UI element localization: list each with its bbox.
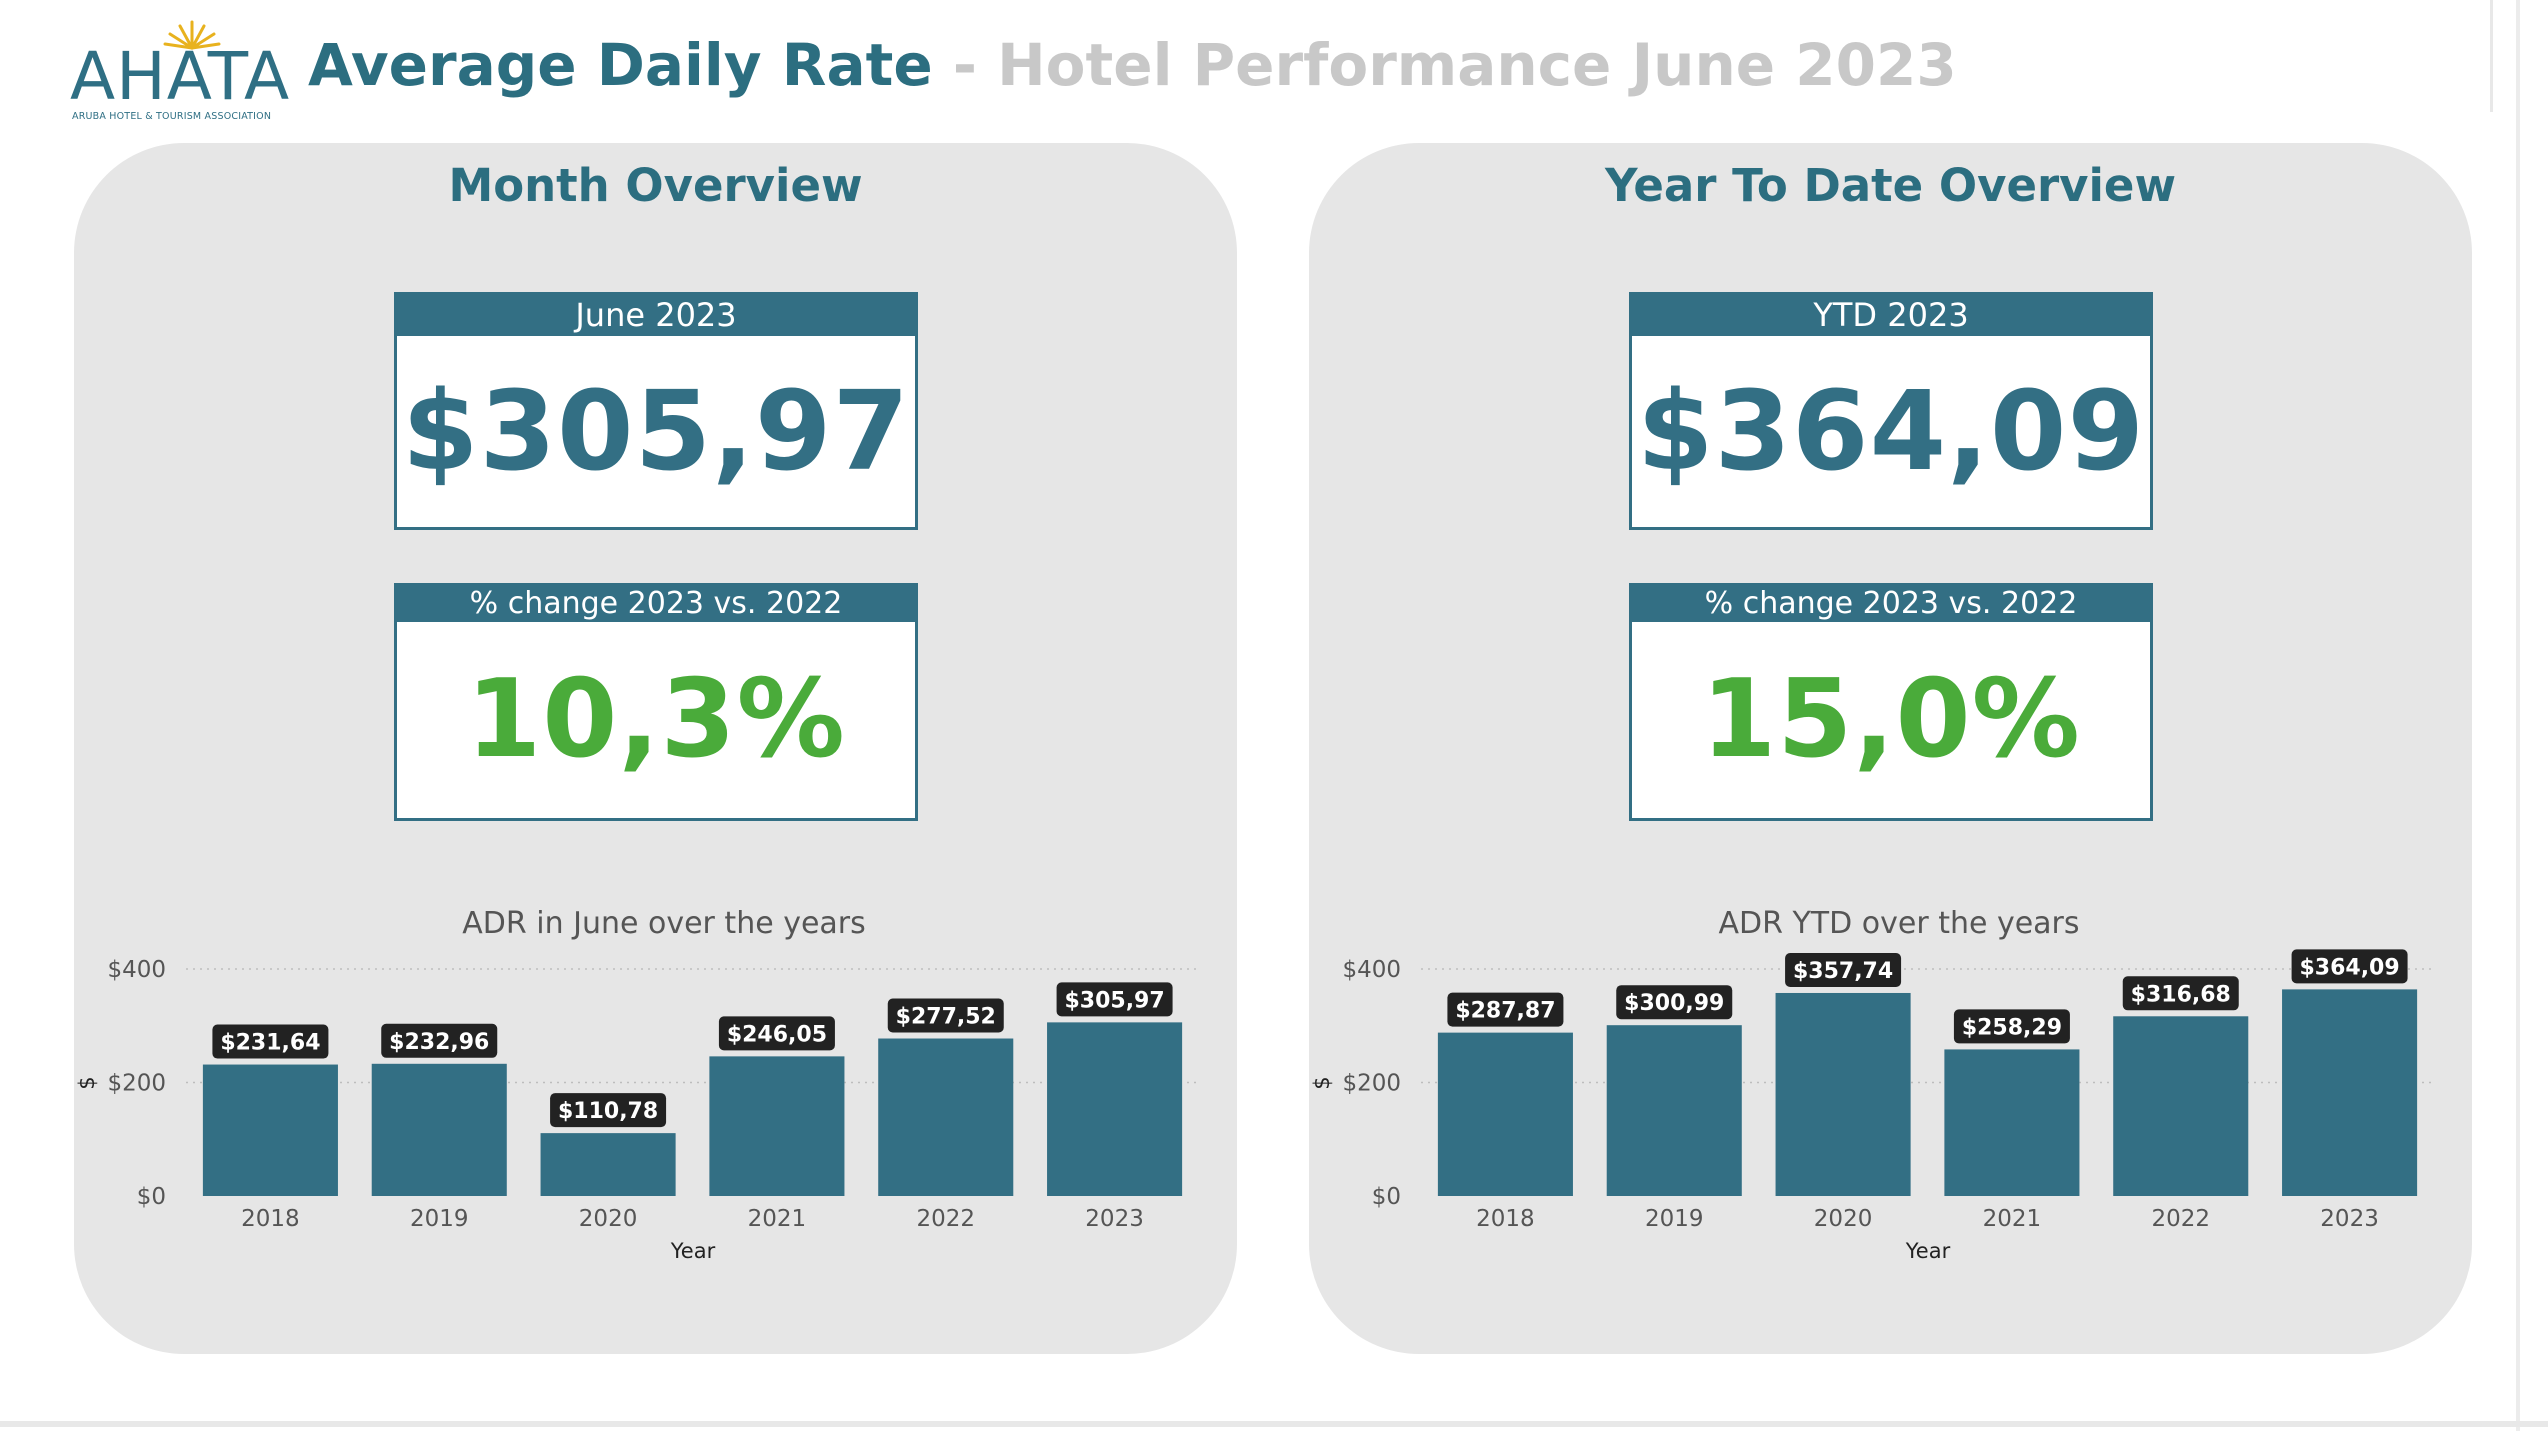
x-axis-label: Year	[1905, 1239, 1951, 1263]
bar	[2113, 1016, 2249, 1196]
bar	[1944, 1049, 2080, 1196]
y-tick-label: $200	[1342, 1071, 1401, 1097]
y-axis-label: $	[75, 1076, 99, 1089]
card-header: June 2023	[397, 295, 915, 336]
data-label-bg	[1785, 952, 1902, 987]
panel-title: Month Overview	[448, 159, 863, 212]
chart-title: ADR in June over the years	[462, 906, 866, 941]
bar	[540, 1133, 676, 1196]
panel-title: Year To Date Overview	[1604, 159, 2177, 212]
month-overview-panel: Month Overview June 2023 $305,97 % chang…	[74, 143, 1237, 1354]
data-label-bg	[381, 1023, 498, 1058]
x-tick-label: 2019	[410, 1206, 469, 1232]
x-tick-label: 2020	[579, 1206, 638, 1232]
data-label: $305,97	[1064, 988, 1164, 1013]
y-tick-label: $400	[107, 957, 166, 983]
data-label: $287,87	[1455, 999, 1555, 1024]
y-tick-label: $400	[1342, 957, 1401, 983]
card-header: % change 2023 vs. 2022	[397, 586, 915, 622]
ytd-overview-panel: Year To Date Overview YTD 2023 $364,09 %…	[1309, 143, 2472, 1354]
x-tick-label: 2022	[916, 1206, 975, 1232]
data-label-bg	[550, 1093, 667, 1128]
x-tick-label: 2018	[241, 1206, 300, 1232]
card-header: % change 2023 vs. 2022	[1632, 586, 2150, 622]
card-value: $364,09	[1636, 367, 2145, 495]
card-value: 15,0%	[1701, 657, 2081, 782]
card-header: YTD 2023	[1632, 295, 2150, 336]
ytd-change-card[interactable]: % change 2023 vs. 2022 15,0%	[1629, 583, 2153, 821]
bar	[2282, 989, 2418, 1196]
data-label-bg	[1056, 982, 1173, 1017]
page-title: Average Daily Rate - Hotel Performance J…	[308, 30, 1957, 100]
card-value: 10,3%	[466, 657, 846, 782]
data-label: $231,64	[220, 1031, 320, 1056]
data-label: $357,74	[1793, 959, 1893, 984]
divider	[0, 1421, 2548, 1427]
data-label: $277,52	[896, 1005, 996, 1030]
data-label-bg	[2291, 949, 2408, 984]
y-tick-label: $200	[107, 1071, 166, 1097]
report-header: AHATA ARUBA HOTEL & TOURISM ASSOCIATION …	[0, 0, 2548, 122]
card-value: $305,97	[401, 367, 910, 495]
chart-title: ADR YTD over the years	[1718, 906, 2079, 941]
adr-ytd-chart[interactable]: ADR YTD over the years $0 $200 $400 $ $287,87…	[1309, 143, 2472, 1354]
bar	[371, 1063, 507, 1196]
data-label-bg	[1616, 985, 1733, 1020]
data-label-bg	[1953, 1009, 2070, 1044]
x-axis-label: Year	[670, 1239, 716, 1263]
y-tick-label: $0	[137, 1184, 166, 1210]
ytd-adr-card[interactable]: YTD 2023 $364,09	[1629, 292, 2153, 530]
x-tick-label: 2020	[1814, 1206, 1873, 1232]
x-tick-label: 2021	[1983, 1206, 2042, 1232]
y-tick-label: $0	[1372, 1184, 1401, 1210]
data-label: $110,78	[558, 1099, 658, 1124]
data-label-bg	[887, 998, 1004, 1033]
data-label-bg	[1447, 992, 1564, 1027]
ahata-logo: AHATA ARUBA HOTEL & TOURISM ASSOCIATION	[70, 18, 291, 122]
bar	[1047, 1022, 1183, 1196]
bar	[1606, 1025, 1742, 1196]
month-change-card[interactable]: % change 2023 vs. 2022 10,3%	[394, 583, 918, 821]
data-label: $316,68	[2131, 982, 2231, 1007]
x-tick-label: 2022	[2151, 1206, 2210, 1232]
bar	[202, 1064, 338, 1196]
x-tick-label: 2023	[2320, 1206, 2379, 1232]
logo-wordmark: AHATA	[70, 38, 291, 115]
data-label-bg	[718, 1016, 835, 1051]
logo-subtext: ARUBA HOTEL & TOURISM ASSOCIATION	[72, 111, 272, 122]
adr-june-chart[interactable]: ADR in June over the years $0 $200 $400 $ $23…	[74, 143, 1237, 1354]
title-subtitle: Hotel Performance June 2023	[997, 31, 1957, 99]
x-tick-label: 2023	[1085, 1206, 1144, 1232]
bar	[1437, 1032, 1573, 1196]
data-label: $300,99	[1624, 991, 1724, 1016]
x-tick-label: 2018	[1476, 1206, 1535, 1232]
sun-icon	[163, 20, 221, 50]
divider	[2490, 0, 2493, 112]
bar	[1775, 992, 1911, 1196]
bar	[878, 1038, 1014, 1196]
title-main: Average Daily Rate	[308, 31, 933, 99]
y-axis-label: $	[1310, 1076, 1334, 1089]
bar	[709, 1056, 845, 1196]
month-adr-card[interactable]: June 2023 $305,97	[394, 292, 918, 530]
data-label-bg	[2122, 976, 2239, 1011]
x-tick-label: 2019	[1645, 1206, 1704, 1232]
data-label: $364,09	[2299, 955, 2399, 980]
title-separator: -	[932, 31, 998, 99]
data-label: $232,96	[389, 1030, 489, 1055]
scrollbar[interactable]	[2516, 0, 2520, 1431]
x-tick-label: 2021	[748, 1206, 807, 1232]
data-label-bg	[212, 1024, 329, 1059]
data-label: $258,29	[1962, 1015, 2062, 1040]
data-label: $246,05	[727, 1022, 827, 1047]
